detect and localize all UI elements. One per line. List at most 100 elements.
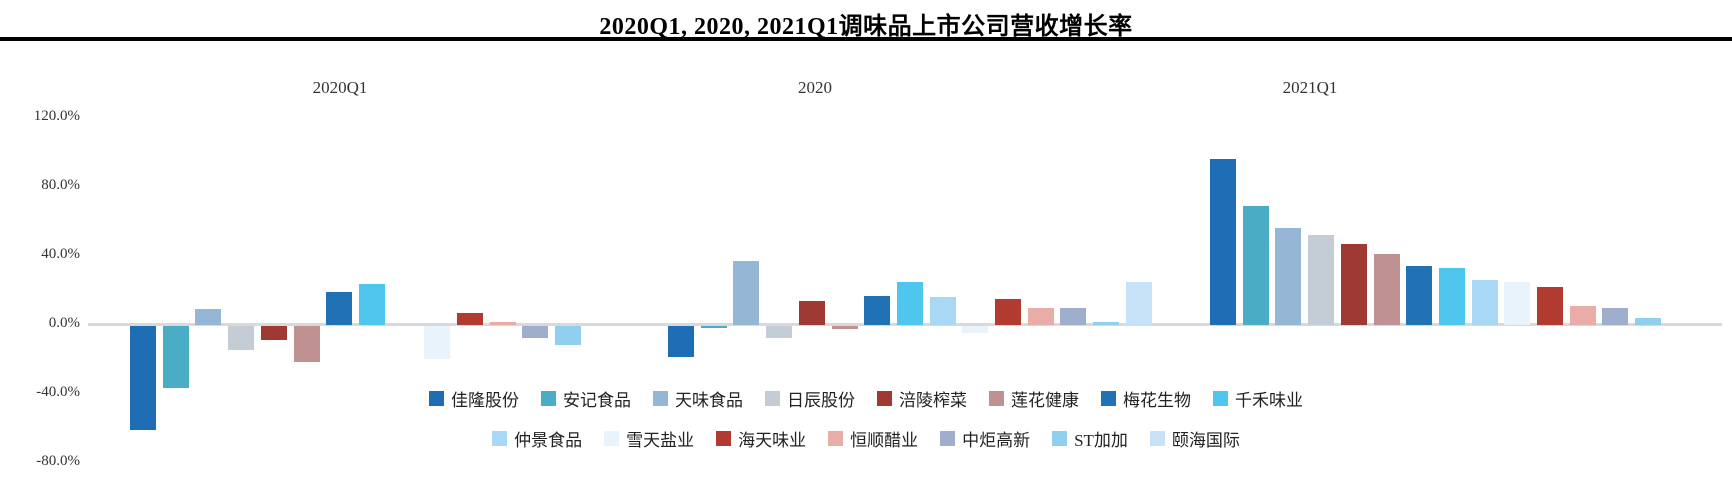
bar-2020-中炬高新	[1060, 307, 1087, 325]
legend-item-颐海国际: 颐海国际	[1149, 426, 1240, 451]
bar-2021Q1-梅花生物	[1406, 266, 1433, 325]
legend-label: 颐海国际	[1171, 431, 1240, 450]
legend-item-日辰股份: 日辰股份	[765, 386, 855, 411]
y-axis-tick-label: -80.0%	[36, 453, 80, 469]
bar-2020Q1-海天味业	[457, 312, 483, 325]
y-axis-tick-label: 120.0%	[33, 108, 80, 124]
title-divider	[0, 37, 1732, 41]
legend-label: 天味食品	[675, 391, 743, 410]
bar-2021Q1-佳隆股份	[1210, 159, 1236, 325]
group-label-2020: 2020	[798, 78, 832, 97]
legend-swatch-icon	[828, 431, 844, 446]
legend-row: 佳隆股份 安记食品 天味食品 日辰股份 涪陵榨菜 莲花健康 梅花生物 千禾味业	[429, 386, 1303, 411]
bar-2020Q1-梅花生物	[326, 292, 353, 325]
bar-2021Q1-涪陵榨菜	[1340, 243, 1367, 325]
legend-item-千禾味业: 千禾味业	[1213, 386, 1303, 411]
bar-2021Q1-中炬高新	[1602, 307, 1629, 325]
bar-2020-颐海国际	[1125, 281, 1152, 325]
bar-2020Q1-佳隆股份	[130, 326, 156, 430]
bar-2021Q1-海天味业	[1537, 287, 1563, 325]
bar-2020-日辰股份	[766, 326, 793, 339]
y-axis-tick-label: 40.0%	[41, 246, 80, 262]
legend-swatch-icon	[940, 431, 956, 446]
bar-2020-天味食品	[733, 261, 760, 325]
legend-swatch-icon	[1213, 391, 1228, 406]
legend-label: 仲景食品	[514, 431, 583, 450]
legend-label: 恒顺醋业	[850, 431, 919, 450]
bar-2020Q1-雪天盐业	[424, 326, 451, 359]
legend-swatch-icon	[1101, 391, 1116, 406]
legend-label: 梅花生物	[1123, 391, 1191, 410]
y-axis-tick-label: -40.0%	[36, 384, 80, 400]
legend-label: 涪陵榨菜	[899, 391, 967, 410]
bar-2020-恒顺醋业	[1027, 307, 1054, 325]
group-label-2020Q1: 2020Q1	[312, 78, 368, 97]
legend-swatch-icon	[1149, 431, 1165, 446]
bar-2020Q1-涪陵榨菜	[260, 326, 287, 340]
legend-item-海天味业: 海天味业	[716, 426, 806, 451]
bar-2021Q1-莲花健康	[1373, 254, 1400, 325]
legend-swatch-icon	[1052, 431, 1068, 446]
legend-label: 雪天盐业	[626, 431, 695, 450]
legend-swatch-icon	[492, 431, 508, 446]
legend-label: ST加加	[1074, 431, 1128, 450]
bar-2021Q1-安记食品	[1242, 205, 1269, 325]
bar-2020Q1-恒顺醋业	[489, 321, 516, 325]
bar-2020-安记食品	[700, 326, 727, 328]
legend-label: 莲花健康	[1011, 391, 1079, 410]
legend-item-莲花健康: 莲花健康	[989, 386, 1079, 411]
legend-item-中炬高新: 中炬高新	[940, 426, 1030, 451]
legend-item-涪陵榨菜: 涪陵榨菜	[877, 386, 967, 411]
legend-swatch-icon	[716, 431, 732, 446]
bar-2021Q1-天味食品	[1275, 228, 1302, 325]
bar-2021Q1-ST加加	[1635, 318, 1662, 325]
legend-item-安记食品: 安记食品	[541, 386, 631, 411]
group-label-2021Q1: 2021Q1	[1282, 78, 1338, 97]
legend-swatch-icon	[877, 391, 892, 406]
bar-2020-ST加加	[1093, 321, 1120, 325]
bar-2020-涪陵榨菜	[798, 300, 825, 325]
legend-swatch-icon	[765, 391, 780, 406]
y-axis-tick-label: 80.0%	[41, 177, 80, 193]
chart-legend: 佳隆股份 安记食品 天味食品 日辰股份 涪陵榨菜 莲花健康 梅花生物 千禾味业仲景食品 雪天盐业…	[0, 386, 1732, 451]
legend-swatch-icon	[989, 391, 1004, 406]
legend-label: 佳隆股份	[451, 391, 519, 410]
bar-2020-仲景食品	[929, 297, 956, 325]
bar-2021Q1-仲景食品	[1471, 280, 1498, 325]
legend-item-雪天盐业: 雪天盐业	[604, 426, 694, 451]
bar-2020-雪天盐业	[962, 326, 989, 333]
legend-item-佳隆股份: 佳隆股份	[429, 386, 519, 411]
legend-label: 中炬高新	[962, 431, 1031, 450]
bar-2020-海天味业	[995, 299, 1021, 325]
bar-2020-莲花健康	[831, 326, 858, 330]
chart-title: 2020Q1, 2020, 2021Q1调味品上市公司营收增长率	[599, 14, 1133, 40]
bar-2020-千禾味业	[896, 281, 923, 325]
legend-item-梅花生物: 梅花生物	[1101, 386, 1191, 411]
legend-swatch-icon	[653, 391, 668, 406]
bar-2021Q1-日辰股份	[1308, 235, 1335, 325]
bar-2020-佳隆股份	[668, 326, 694, 358]
y-axis-tick-label: 0.0%	[48, 315, 80, 331]
legend-item-ST加加: ST加加	[1052, 426, 1128, 451]
bar-2020Q1-安记食品	[162, 326, 189, 389]
bar-2020-梅花生物	[864, 295, 891, 325]
bar-2021Q1-千禾味业	[1438, 268, 1465, 325]
bar-2020Q1-ST加加	[555, 326, 582, 345]
bar-2020Q1-日辰股份	[228, 326, 255, 351]
legend-label: 日辰股份	[787, 391, 855, 410]
bar-2020Q1-千禾味业	[358, 283, 385, 325]
bar-2020Q1-天味食品	[195, 309, 222, 325]
legend-swatch-icon	[604, 431, 620, 446]
legend-label: 千禾味业	[1235, 391, 1303, 410]
legend-item-天味食品: 天味食品	[653, 386, 743, 411]
bar-2020Q1-中炬高新	[522, 326, 549, 339]
legend-swatch-icon	[429, 391, 444, 406]
legend-item-恒顺醋业: 恒顺醋业	[828, 426, 918, 451]
bar-2021Q1-恒顺醋业	[1569, 306, 1596, 325]
legend-swatch-icon	[541, 391, 556, 406]
bar-2020Q1-莲花健康	[293, 326, 320, 363]
legend-label: 海天味业	[738, 431, 807, 450]
legend-item-仲景食品: 仲景食品	[492, 426, 582, 451]
bar-2021Q1-雪天盐业	[1504, 281, 1531, 325]
